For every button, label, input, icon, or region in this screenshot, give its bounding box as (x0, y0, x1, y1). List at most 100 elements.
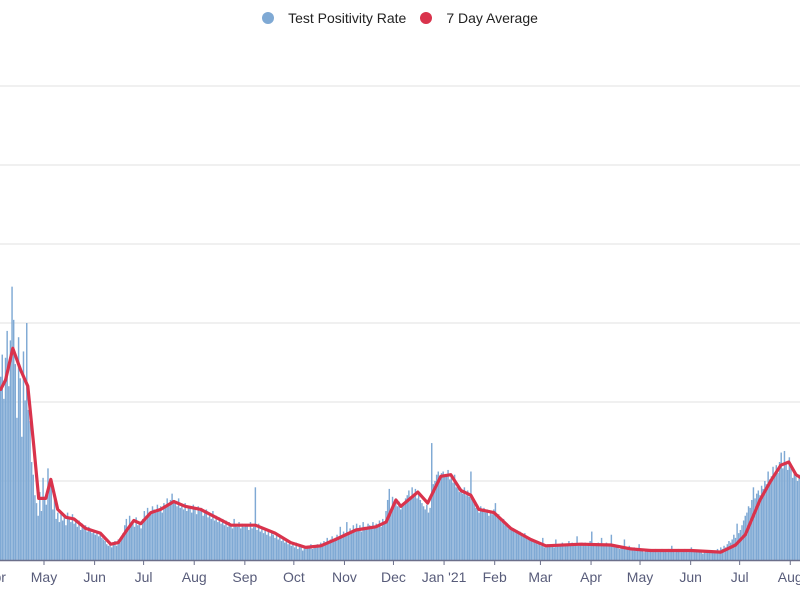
bar (81, 523, 83, 560)
bar (382, 518, 384, 560)
bar (39, 492, 41, 560)
bar (659, 550, 662, 560)
bar (140, 528, 142, 560)
bar (442, 471, 444, 560)
bar (210, 518, 213, 560)
bar (277, 539, 279, 560)
bar (564, 545, 567, 560)
bar (21, 436, 23, 560)
bar (215, 515, 217, 560)
bar (50, 479, 52, 560)
bar (752, 487, 755, 560)
bar (739, 529, 742, 560)
bar (264, 528, 266, 560)
bar (782, 468, 784, 560)
bar (540, 545, 542, 560)
bar (674, 552, 676, 560)
bar (119, 542, 121, 560)
bar (452, 482, 454, 560)
bar (654, 548, 657, 560)
bar (618, 548, 621, 560)
bar (132, 520, 134, 560)
bar (630, 548, 632, 560)
bar (251, 528, 253, 560)
bar (604, 544, 606, 560)
bar (538, 542, 541, 560)
bar (329, 539, 332, 560)
bar (92, 529, 95, 560)
bar (506, 523, 508, 560)
bar (391, 496, 394, 560)
bar (497, 514, 500, 560)
x-tick-label: Aug (778, 569, 800, 585)
bar (341, 536, 343, 560)
bar (282, 537, 284, 560)
bar (747, 506, 750, 560)
bar (280, 541, 283, 560)
bar (190, 512, 193, 560)
bar (172, 503, 175, 560)
bar (715, 552, 717, 560)
bar (724, 547, 727, 560)
bar (362, 522, 364, 560)
bar (208, 514, 211, 560)
bar (775, 465, 778, 560)
bar (88, 526, 90, 560)
bar (524, 533, 526, 560)
bar (66, 512, 69, 560)
bar (620, 545, 622, 560)
bar (110, 547, 113, 560)
bar (576, 536, 578, 560)
bar (705, 552, 707, 560)
bar (79, 529, 82, 560)
bar (615, 545, 617, 560)
bar (187, 506, 190, 560)
line-path (0, 346, 800, 554)
bar (318, 545, 320, 560)
bar (290, 545, 293, 560)
bar (297, 548, 299, 560)
legend-item-7-day-average[interactable]: 7 Day Average (420, 10, 538, 26)
bar (213, 520, 216, 560)
bar (448, 479, 451, 560)
x-axis: Apr May Jun Jul Aug Sep Oct Nov Dec Jan '21 Feb Mar… (0, 559, 800, 585)
bar (643, 552, 645, 560)
bar (666, 552, 668, 560)
bar (337, 539, 340, 560)
bar (355, 523, 358, 560)
bar (0, 376, 2, 560)
bar (189, 507, 191, 560)
bar (221, 518, 224, 560)
bar (414, 488, 417, 560)
bar (161, 512, 164, 560)
bar (680, 552, 683, 560)
bar (94, 534, 97, 560)
gridlines (0, 85, 800, 482)
bar (788, 457, 791, 560)
bar (607, 545, 609, 560)
bar (239, 528, 242, 560)
bar (200, 507, 203, 560)
bar (86, 531, 88, 560)
bar (703, 550, 706, 560)
bar (682, 550, 684, 560)
bar (661, 548, 663, 560)
bar (793, 471, 795, 560)
bar (107, 545, 110, 560)
bar (182, 509, 185, 560)
bar (47, 468, 49, 560)
bar (522, 536, 524, 560)
bar (569, 545, 572, 560)
bar (287, 544, 289, 560)
bar (261, 526, 263, 560)
bar (738, 533, 740, 560)
bar (708, 552, 711, 560)
bar (352, 525, 355, 560)
legend-item-test-positivity-rate[interactable]: Test Positivity Rate (262, 10, 406, 26)
bar (710, 550, 712, 560)
bar (571, 542, 573, 560)
bar (790, 466, 792, 560)
bar (19, 378, 21, 560)
bar (773, 474, 776, 560)
